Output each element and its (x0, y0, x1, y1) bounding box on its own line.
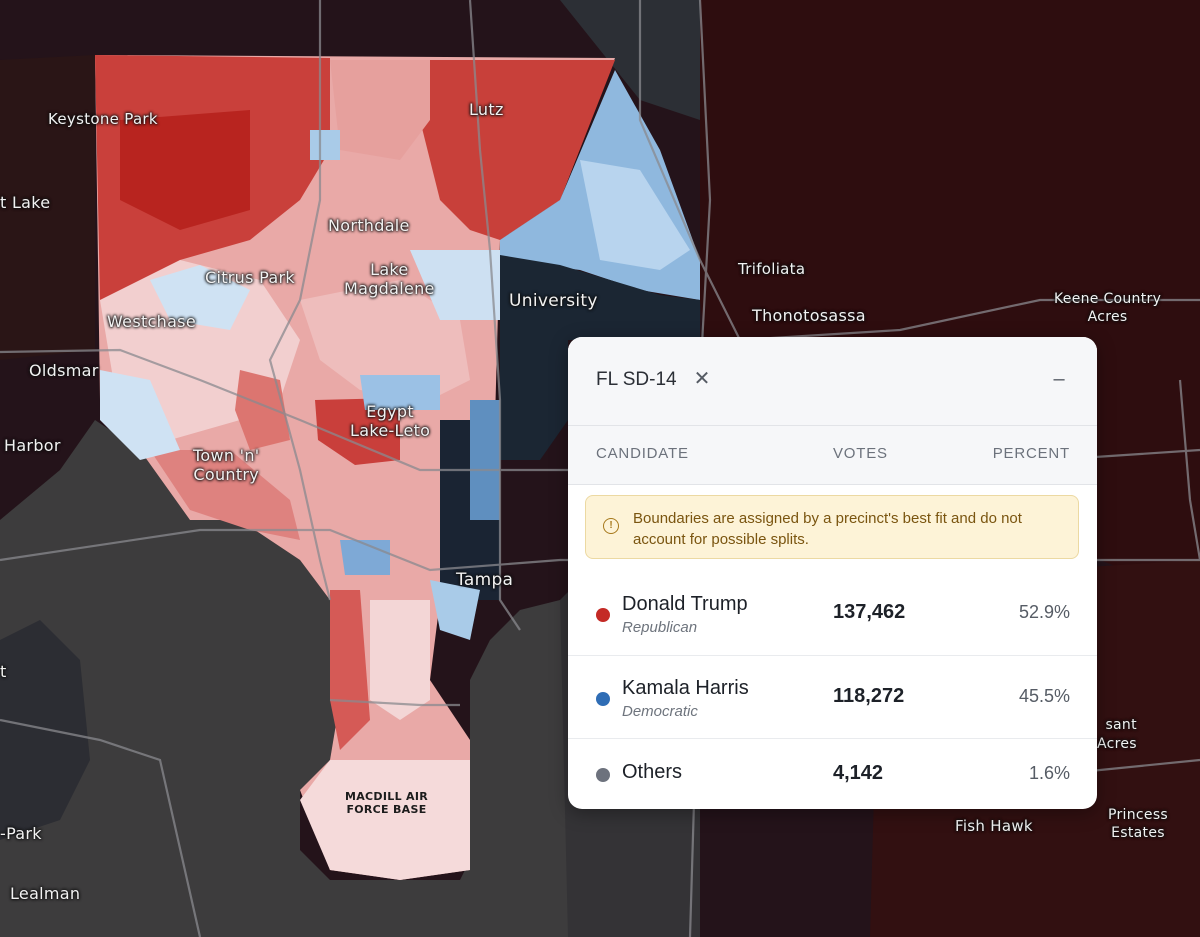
candidate-votes: 118,272 (833, 685, 905, 707)
precincts-small-blue (310, 130, 340, 160)
candidate-percent: 1.6% (1028, 763, 1070, 783)
candidate-name: Kamala Harris (622, 677, 749, 699)
region-west (0, 55, 95, 360)
precincts-south-central (235, 370, 290, 450)
place-westchase: Westchase (107, 312, 196, 331)
place-lutz: Lutz (469, 100, 504, 119)
warning-notice: ! Boundaries are assigned by a precinct'… (585, 495, 1079, 559)
precincts-davis-blue (430, 580, 480, 640)
region-pinellas (0, 620, 90, 937)
place-park: -Park (0, 824, 42, 843)
minimize-icon[interactable]: – (1053, 368, 1065, 390)
candidate-row: Kamala Harris Democratic 118,272 45.5% (568, 655, 1097, 739)
close-icon[interactable]: ✕ (693, 368, 711, 390)
place-macdill: MACDILL AIR FORCE BASE (345, 790, 428, 816)
precincts-east-tampa (470, 400, 500, 520)
column-headers: CANDIDATE VOTES PERCENT (568, 426, 1097, 485)
precincts-north (330, 60, 430, 160)
place-princess-estates: Princess Estates (1108, 807, 1169, 841)
place-thonotosassa: Thonotosassa (752, 306, 866, 325)
place-fish-hawk: Fish Hawk (955, 817, 1033, 835)
candidate-votes: 4,142 (833, 762, 884, 784)
place-trifoliata: Trifoliata (738, 260, 806, 278)
water-tampa-bay (0, 420, 568, 937)
others-dot (596, 768, 610, 782)
precincts-mid-blue (360, 375, 440, 410)
place-harbor: Harbor (4, 436, 61, 455)
place-lake-magdalene: Lake Magdalene (344, 260, 435, 298)
democrat-dot (596, 692, 610, 706)
place-egypt-lake-leto: Egypt Lake-Leto (350, 402, 431, 440)
precincts-westshore-blue (340, 540, 390, 575)
precincts-lutz (420, 60, 615, 240)
place-sant-acres: sant Acres (1097, 717, 1137, 752)
candidate-name: Donald Trump (622, 593, 748, 615)
place-lealman: Lealman (10, 884, 81, 903)
popup-header: FL SD-14 ✕ – (568, 337, 1097, 426)
candidate-votes: 137,462 (833, 601, 906, 623)
region-north-gray (560, 0, 700, 120)
candidate-percent: 45.5% (1018, 686, 1070, 706)
column-candidate: CANDIDATE (596, 445, 689, 462)
results-popup: FL SD-14 ✕ – CANDIDATE VOTES PERCENT ! B… (568, 337, 1097, 809)
place-citrus-park: Citrus Park (205, 268, 295, 287)
warning-text: Boundaries are assigned by a precinct's … (633, 510, 1022, 548)
place-edge: t (0, 662, 7, 681)
candidate-party: Republican (622, 619, 698, 636)
district-title: FL SD-14 (596, 369, 677, 390)
info-icon: ! (603, 518, 619, 534)
place-oldsmar: Oldsmar (29, 361, 99, 380)
precincts-interbay (370, 600, 430, 720)
place-northdale: Northdale (328, 216, 410, 235)
place-keene-country-acres: Keene Country Acres (1054, 291, 1162, 325)
column-percent: PERCENT (992, 445, 1070, 462)
place-university: University (509, 291, 598, 311)
place-tampa: Tampa (456, 570, 514, 590)
place-keystone-park: Keystone Park (48, 110, 158, 128)
place-lake: t Lake (0, 193, 51, 212)
precincts-town-n-country (150, 450, 300, 540)
precincts-keystone (120, 110, 250, 230)
precincts-east-blue (580, 160, 690, 270)
candidate-row: Donald Trump Republican 137,462 52.9% (568, 571, 1097, 656)
precincts-citrus-blue (150, 265, 250, 330)
candidate-name: Others (622, 761, 683, 783)
precincts-north-blue (410, 250, 500, 320)
precincts-oldsmar-blue (100, 370, 180, 460)
place-town-n-country: Town 'n' Country (193, 446, 260, 484)
precincts-egypt-lake (315, 398, 400, 465)
candidate-party: Democratic (622, 703, 698, 720)
precincts-magdalene (300, 280, 470, 400)
column-votes: VOTES (833, 445, 888, 462)
candidate-percent: 52.9% (1018, 602, 1070, 622)
republican-dot (596, 608, 610, 622)
precincts-south-tampa (330, 590, 370, 750)
candidate-row: Others 4,142 1.6% (568, 738, 1097, 809)
precincts-university (500, 255, 700, 460)
precincts-macdill (300, 760, 470, 880)
